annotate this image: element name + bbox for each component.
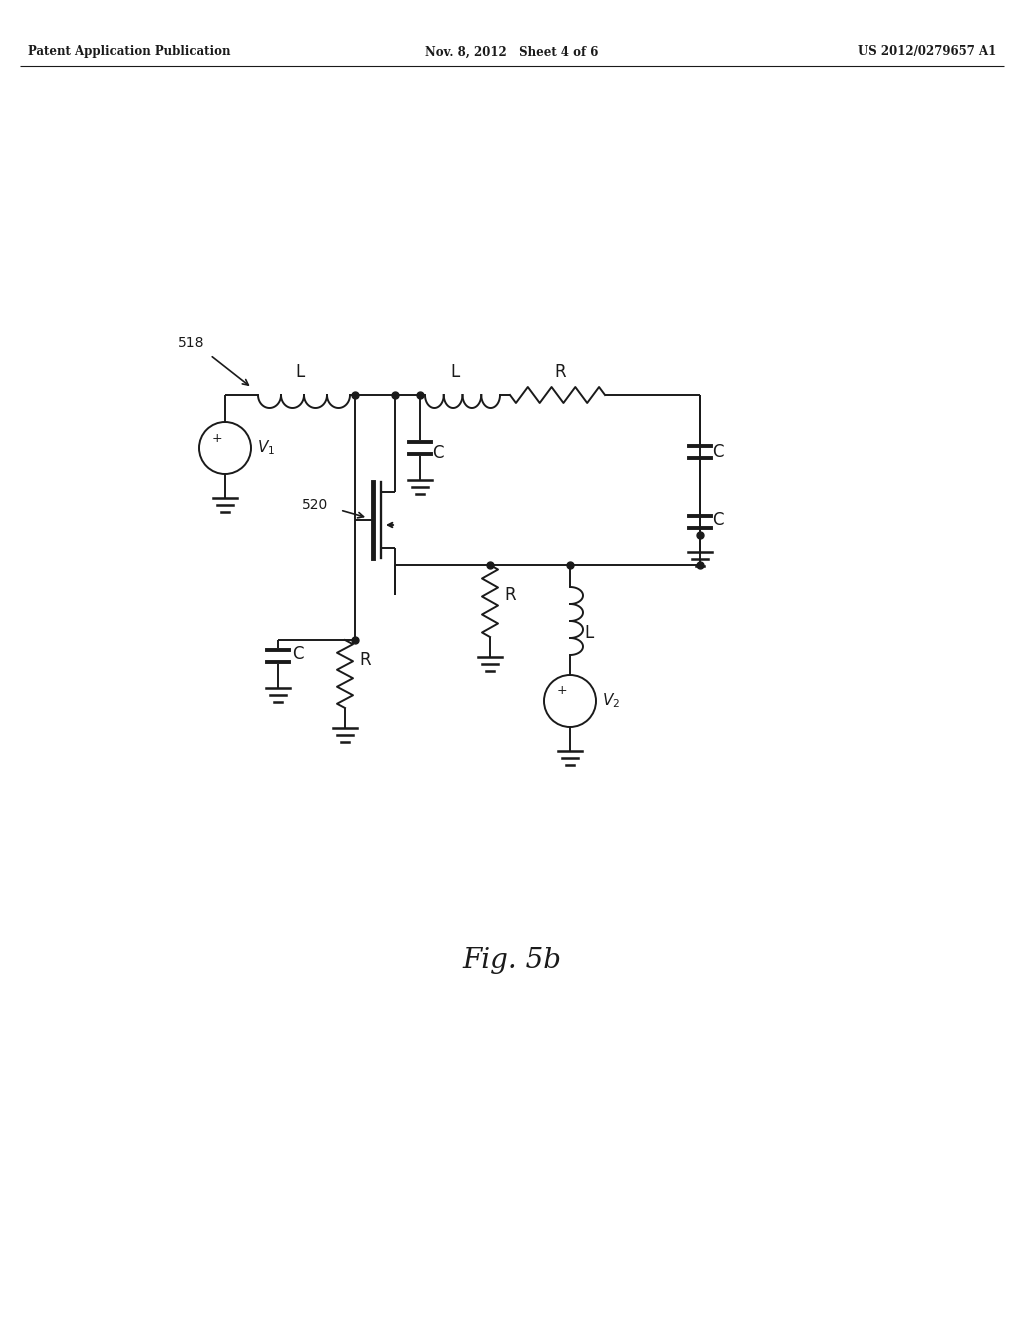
Text: L: L: [295, 363, 304, 381]
Text: $V_2$: $V_2$: [602, 692, 621, 710]
Text: $V_1$: $V_1$: [257, 438, 275, 457]
Text: C: C: [292, 645, 303, 663]
Text: C: C: [712, 444, 724, 461]
Text: Fig. 5b: Fig. 5b: [463, 946, 561, 974]
Text: Patent Application Publication: Patent Application Publication: [28, 45, 230, 58]
Text: R: R: [554, 363, 566, 381]
Text: R: R: [359, 651, 371, 669]
Text: Nov. 8, 2012   Sheet 4 of 6: Nov. 8, 2012 Sheet 4 of 6: [425, 45, 599, 58]
Text: L: L: [584, 624, 593, 642]
Text: +: +: [557, 685, 567, 697]
Text: R: R: [504, 586, 516, 605]
Text: L: L: [451, 363, 460, 381]
Text: +: +: [212, 432, 222, 445]
Text: US 2012/0279657 A1: US 2012/0279657 A1: [858, 45, 996, 58]
Text: 520: 520: [302, 498, 328, 512]
Text: 518: 518: [178, 337, 205, 350]
Text: C: C: [432, 444, 443, 462]
Text: C: C: [712, 511, 724, 529]
